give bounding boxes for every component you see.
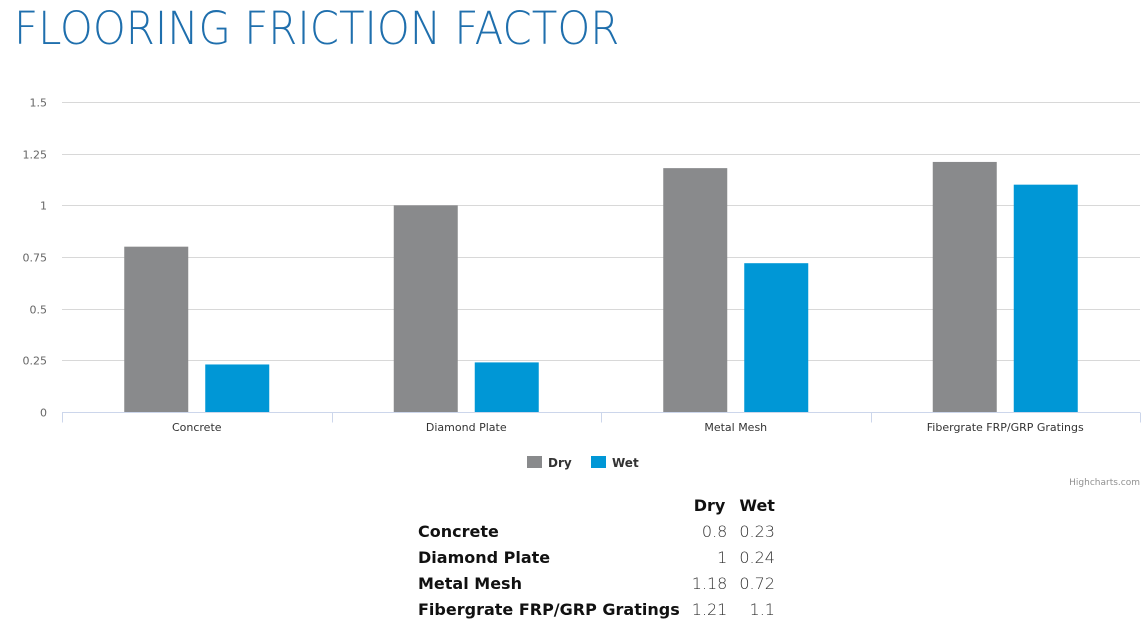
table-cell-wet: 0.23 [739, 521, 775, 541]
bar-wet-2 [474, 362, 539, 412]
x-tick-label: Diamond Plate [426, 421, 507, 434]
table-row-label: Diamond Plate [418, 547, 551, 567]
table-cell-wet: 1.1 [749, 599, 775, 619]
table-row: Fibergrate FRP/GRP Gratings 1.21 1.1 [410, 597, 781, 623]
table-header-corner [410, 494, 686, 519]
table-header-row: Dry Wet [410, 494, 781, 519]
bar-wet-3 [744, 263, 809, 412]
y-tick-label: 1.5 [30, 97, 48, 110]
table-row: Diamond Plate 1 0.24 [410, 545, 781, 571]
y-tick-label: 0.5 [30, 304, 48, 317]
y-tick-label: 1 [40, 200, 47, 213]
legend-swatch-wet [591, 456, 606, 468]
bar-dry-1 [124, 246, 189, 412]
table-row-label: Metal Mesh [418, 573, 522, 593]
bar-dry-4 [932, 161, 997, 412]
table-header-dry: Dry [693, 496, 726, 515]
table-header-wet: Wet [739, 496, 775, 515]
legend-label-dry: Dry [548, 456, 572, 470]
legend-swatch-dry [527, 456, 542, 468]
page-title: FLOORING FRICTION FACTOR [14, 2, 620, 55]
bar-chart: 0 0.25 0.5 0.75 1 1.25 1.5 Concrete Diamond Pla… [23, 97, 1141, 470]
legend: Dry Wet [527, 456, 639, 470]
table-cell-wet: 0.24 [739, 547, 775, 567]
table-row-label: Concrete [418, 521, 499, 541]
table-row-label: Fibergrate FRP/GRP Gratings [418, 599, 680, 619]
y-tick-label: 0 [40, 407, 47, 420]
y-tick-label: 0.25 [23, 355, 48, 368]
table-cell-dry: 1.21 [691, 599, 728, 619]
gridlines [62, 102, 1140, 361]
table-cell-wet: 0.72 [739, 573, 775, 593]
data-table: Dry Wet Concrete 0.8 0.23 Diamond Plate … [410, 494, 781, 623]
x-tick-label: Concrete [172, 421, 222, 434]
x-axis: Concrete Diamond Plate Metal Mesh Fibergrat… [62, 412, 1141, 434]
bar-dry-3 [663, 168, 728, 412]
x-tick-label: Fibergrate FRP/GRP Gratings [927, 421, 1084, 434]
y-tick-label: 1.25 [23, 149, 48, 162]
table-row: Metal Mesh 1.18 0.72 [410, 571, 781, 597]
x-tick-label: Metal Mesh [704, 421, 767, 434]
bars [124, 161, 1078, 412]
legend-label-wet: Wet [612, 456, 639, 470]
y-tick-label: 0.75 [23, 252, 48, 265]
table-cell-dry: 0.8 [701, 521, 728, 541]
y-axis-tick-labels: 0 0.25 0.5 0.75 1 1.25 1.5 [23, 97, 48, 420]
table-cell-dry: 1 [717, 547, 728, 567]
bar-dry-2 [393, 205, 458, 412]
table-row: Concrete 0.8 0.23 [410, 519, 781, 545]
credits-link[interactable]: Highcharts.com [1069, 478, 1140, 488]
bar-wet-1 [205, 364, 270, 412]
bar-wet-4 [1013, 184, 1078, 412]
table-cell-dry: 1.18 [691, 573, 728, 593]
